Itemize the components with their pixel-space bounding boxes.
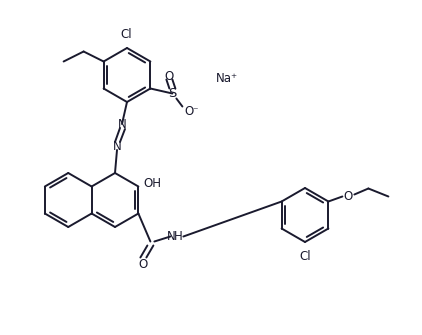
Text: Cl: Cl — [299, 250, 311, 263]
Text: O: O — [139, 258, 148, 271]
Text: Cl: Cl — [120, 28, 132, 41]
Text: N: N — [167, 230, 176, 243]
Text: O: O — [165, 70, 174, 83]
Text: N: N — [113, 139, 122, 152]
Text: N: N — [118, 118, 126, 131]
Text: ⁻: ⁻ — [192, 107, 198, 117]
Text: OH: OH — [143, 177, 161, 190]
Text: S: S — [168, 87, 176, 100]
Text: H: H — [174, 230, 183, 243]
Text: Na⁺: Na⁺ — [216, 72, 238, 85]
Text: O: O — [344, 190, 353, 203]
Text: O: O — [184, 105, 194, 118]
